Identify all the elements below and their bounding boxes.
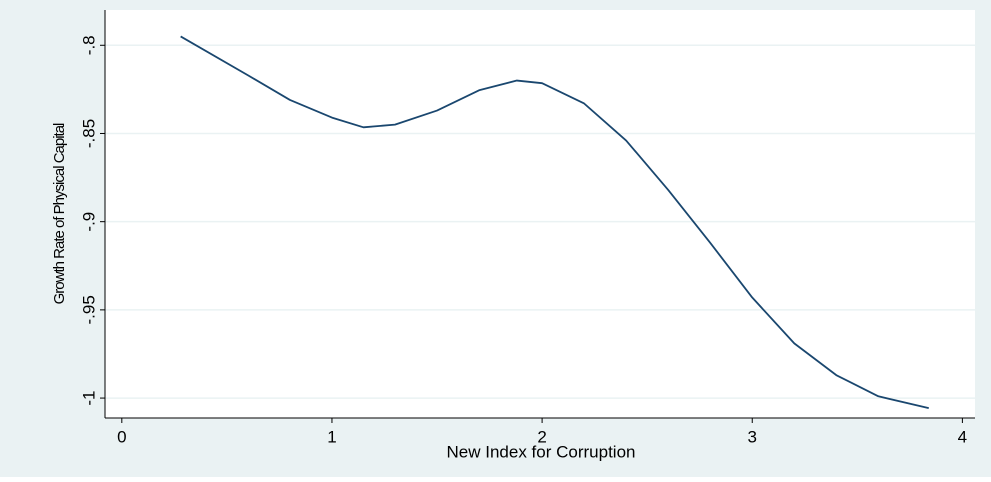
plot-area <box>105 10 975 418</box>
line <box>180 35 929 409</box>
x-tick-label: 1 <box>327 427 336 446</box>
y-tick-label: -.8 <box>79 35 98 55</box>
x-tick-label: 2 <box>537 427 546 446</box>
y-tick-label: -.9 <box>79 212 98 232</box>
x-tick-label: 4 <box>958 427 967 446</box>
x-tick-label: 0 <box>117 427 126 446</box>
y-tick-label: -1 <box>79 391 98 406</box>
y-tick-label: -.85 <box>79 119 98 148</box>
x-axis-label: New Index for Corruption <box>447 442 636 461</box>
y-axis-label: Growth Rate of Physical Capital <box>51 123 68 304</box>
x-tick-label: 3 <box>748 427 757 446</box>
y-tick-label: -.95 <box>79 295 98 324</box>
